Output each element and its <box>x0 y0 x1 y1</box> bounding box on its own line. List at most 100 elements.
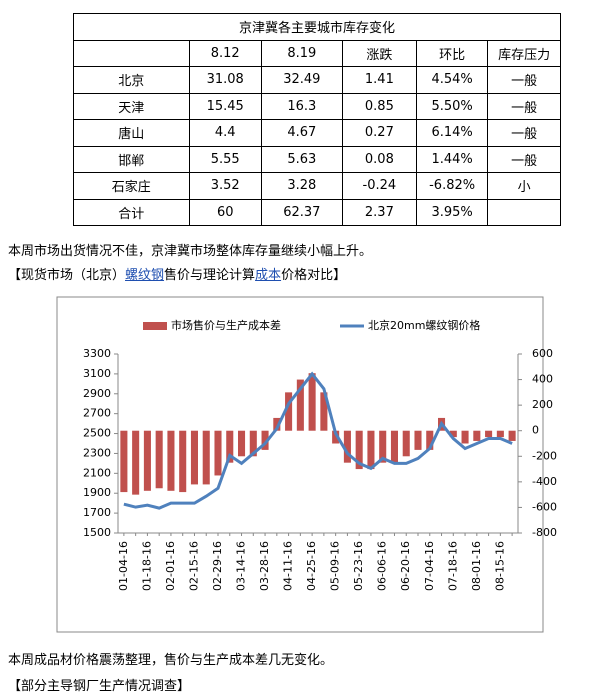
table-cell: 62.37 <box>260 198 343 226</box>
x-tick-label: 05-23-16 <box>352 541 365 591</box>
paragraph: 本周成品材价格震荡整理，售价与生产成本差几无变化。 <box>8 653 334 668</box>
legend-swatch <box>143 322 167 330</box>
table-cell: 一般 <box>487 92 561 120</box>
table-cell: 石家庄 <box>73 172 190 200</box>
link-text: 成本 <box>255 268 282 283</box>
y2-tick-label: -400 <box>532 475 557 488</box>
y2-tick-label: 400 <box>532 373 553 386</box>
bar <box>332 430 340 444</box>
header-cell: 环比 <box>415 39 489 67</box>
table-cell: 31.08 <box>188 66 262 94</box>
x-tick-label: 05-09-16 <box>329 541 342 591</box>
bar <box>238 430 246 457</box>
table-cell: 4.54% <box>415 66 489 94</box>
bar <box>461 430 469 444</box>
link-text: 螺纹钢 <box>125 268 165 283</box>
bar <box>296 379 304 431</box>
bar <box>190 430 198 485</box>
table-row: 天津 15.45 16.3 0.85 5.50% 一般 <box>73 92 561 120</box>
bar <box>226 430 234 463</box>
y-tick-label: 1700 <box>83 506 111 519</box>
bar <box>426 430 434 450</box>
y-tick-label: 2700 <box>83 407 111 420</box>
bar <box>155 430 163 489</box>
table-cell: 1.44% <box>415 145 489 173</box>
y-tick-label: 1900 <box>83 486 111 499</box>
bar <box>473 430 481 441</box>
header-row: 8.12 8.19 涨跌 环比 库存压力 <box>73 39 561 67</box>
y-tick-label: 2500 <box>83 427 111 440</box>
header-cell: 8.19 <box>260 39 343 67</box>
bar <box>355 430 363 470</box>
legend-label: 北京20mm螺纹钢价格 <box>368 318 480 332</box>
bar <box>402 430 410 457</box>
table-cell: 合计 <box>73 198 190 226</box>
paragraph: 本周市场出货情况不佳，京津冀市场整体库存量继续小幅上升。 <box>8 244 373 259</box>
header-cell: 涨跌 <box>341 39 417 67</box>
heading: 【部分主导钢厂生产情况调查】 <box>8 679 191 694</box>
title-row: 京津冀各主要城市库存变化 <box>73 13 561 41</box>
y2-tick-label: -600 <box>532 500 557 513</box>
table-row: 合计 60 62.37 2.37 3.95% <box>73 198 561 226</box>
table-cell: 5.63 <box>260 145 343 173</box>
x-tick-label: 07-18-16 <box>446 541 459 591</box>
table-cell: 北京 <box>73 66 190 94</box>
table-row: 唐山 4.4 4.67 0.27 6.14% 一般 <box>73 119 561 147</box>
table-cell: 3.95% <box>415 198 489 226</box>
table-row: 石家庄 3.52 3.28 -0.24 -6.82% 小 <box>73 172 561 200</box>
bar <box>508 430 516 441</box>
bar <box>379 430 387 463</box>
y2-tick-label: -200 <box>532 449 557 462</box>
table-cell: 4.4 <box>188 119 262 147</box>
bar <box>273 417 281 431</box>
y-tick-label: 1500 <box>83 526 111 539</box>
x-tick-label: 02-29-16 <box>211 541 224 591</box>
x-tick-label: 06-06-16 <box>376 541 389 591</box>
x-tick-label: 07-04-16 <box>423 541 436 591</box>
y2-tick-label: -800 <box>532 526 557 539</box>
table-cell: 5.50% <box>415 92 489 120</box>
bar <box>496 430 504 438</box>
inventory-table: 京津冀各主要城市库存变化 8.12 8.19 涨跌 环比 库存压力 北京 31.08 32.49… <box>73 13 561 226</box>
x-tick-label: 02-15-16 <box>187 541 200 591</box>
table-cell: 2.37 <box>341 198 417 226</box>
table-cell: 1.41 <box>341 66 417 94</box>
table-cell: 60 <box>188 198 262 226</box>
text-span: 【现货市场（北京） <box>8 268 126 283</box>
x-tick-label: 02-01-16 <box>164 541 177 591</box>
table-cell: -0.24 <box>341 172 417 200</box>
x-tick-label: 03-14-16 <box>235 541 248 591</box>
header-cell <box>73 39 190 67</box>
x-tick-label: 06-20-16 <box>399 541 412 591</box>
text-span: 价格对比】 <box>281 268 347 283</box>
y-tick-label: 3100 <box>83 367 111 380</box>
y-tick-label: 2900 <box>83 387 111 400</box>
table-cell: 邯郸 <box>73 145 190 173</box>
bar <box>143 430 151 491</box>
bar <box>132 430 140 495</box>
text-span: 售价与理论计算 <box>164 268 256 283</box>
header-cell: 库存压力 <box>487 39 561 67</box>
bar <box>167 430 175 491</box>
table-cell: 唐山 <box>73 119 190 147</box>
table-cell: 4.67 <box>260 119 343 147</box>
bar <box>202 430 210 485</box>
bar <box>261 430 269 450</box>
bar <box>285 392 293 431</box>
line <box>123 371 513 510</box>
bar <box>485 430 493 438</box>
x-tick-label: 01-04-16 <box>117 541 130 591</box>
table-cell: 一般 <box>487 66 561 94</box>
bar <box>390 430 398 463</box>
table-cell: 5.55 <box>188 145 262 173</box>
table-cell: 6.14% <box>415 119 489 147</box>
table-cell: 16.3 <box>260 92 343 120</box>
bar <box>249 430 257 457</box>
y2-tick-label: 0 <box>532 424 539 437</box>
chart: 1500 1700 1900 2100 2300 2500 2700 2900 3100 3300… <box>56 296 557 633</box>
table-cell: 32.49 <box>260 66 343 94</box>
x-tick-label: 01-18-16 <box>140 541 153 591</box>
table-cell: 0.85 <box>341 92 417 120</box>
heading: 【现货市场（北京）螺纹钢售价与理论计算成本价格对比】 <box>8 264 346 283</box>
